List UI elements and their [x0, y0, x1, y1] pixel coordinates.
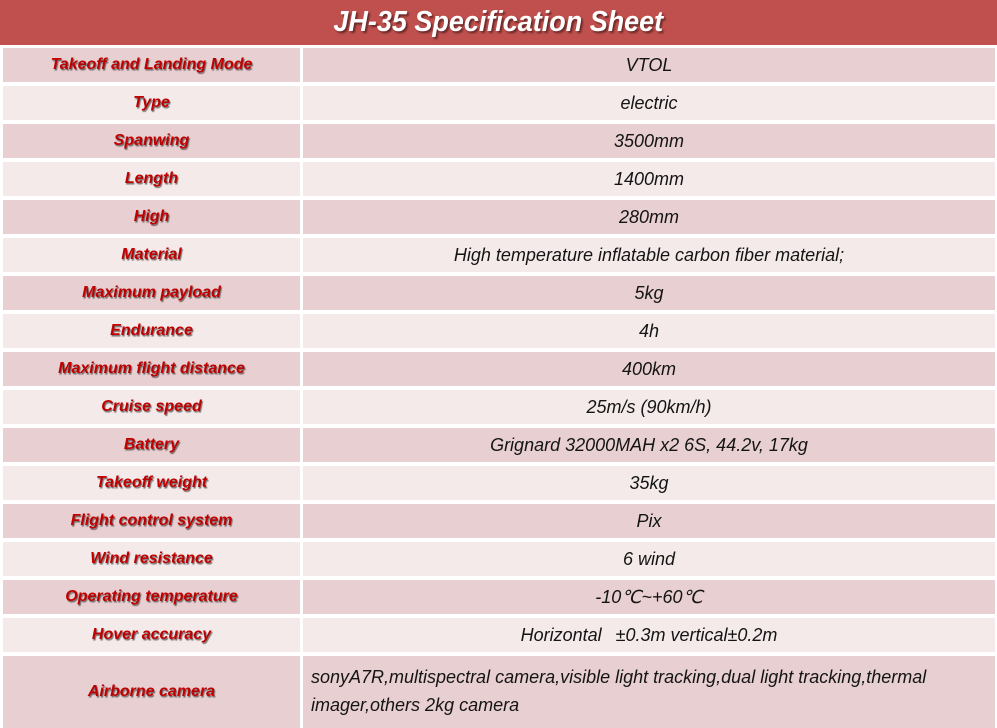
- spec-label: Operating temperature: [0, 580, 303, 618]
- spec-label: Maximum flight distance: [0, 352, 303, 390]
- spec-label: Endurance: [0, 314, 303, 352]
- spec-row: Cruise speed 25m/s (90km/h): [0, 390, 997, 428]
- spec-value: 5kg: [303, 276, 997, 314]
- spec-label: Length: [0, 162, 303, 200]
- spec-label: Type: [0, 86, 303, 124]
- spec-value: 4h: [303, 314, 997, 352]
- spec-value: VTOL: [303, 48, 997, 86]
- spec-label: Cruise speed: [0, 390, 303, 428]
- sheet-title: JH-35 Specification Sheet: [333, 6, 664, 38]
- spec-row: Endurance 4h: [0, 314, 997, 352]
- spec-label: Battery: [0, 428, 303, 466]
- spec-table: Takeoff and Landing Mode VTOL Type elect…: [0, 48, 997, 728]
- spec-row: Hover accuracy Horizontal ±0.3m vertical…: [0, 618, 997, 656]
- spec-value: 25m/s (90km/h): [303, 390, 997, 428]
- spec-row: Maximum flight distance 400km: [0, 352, 997, 390]
- sheet-header: JH-35 Specification Sheet: [0, 0, 997, 45]
- spec-value: -10℃~+60℃: [303, 580, 997, 618]
- spec-row: Battery Grignard 32000MAH x2 6S, 44.2v, …: [0, 428, 997, 466]
- spec-row: Material High temperature inflatable car…: [0, 238, 997, 276]
- spec-value: 6 wind: [303, 542, 997, 580]
- spec-row: Maximum payload 5kg: [0, 276, 997, 314]
- spec-label: Spanwing: [0, 124, 303, 162]
- spec-value: electric: [303, 86, 997, 124]
- spec-value: Horizontal ±0.3m vertical±0.2m: [303, 618, 997, 656]
- spec-value: High temperature inflatable carbon fiber…: [303, 238, 997, 276]
- spec-label: Flight control system: [0, 504, 303, 542]
- spec-row: Length 1400mm: [0, 162, 997, 200]
- spec-value: Grignard 32000MAH x2 6S, 44.2v, 17kg: [303, 428, 997, 466]
- spec-row: Type electric: [0, 86, 997, 124]
- spec-row: Airborne camera sonyA7R,multispectral ca…: [0, 656, 997, 728]
- spec-label: Hover accuracy: [0, 618, 303, 656]
- spec-value: 1400mm: [303, 162, 997, 200]
- spec-row: Takeoff and Landing Mode VTOL: [0, 48, 997, 86]
- spec-label: Takeoff and Landing Mode: [0, 48, 303, 86]
- spec-value: sonyA7R,multispectral camera,visible lig…: [303, 656, 997, 728]
- spec-row: Operating temperature -10℃~+60℃: [0, 580, 997, 618]
- spec-label: Maximum payload: [0, 276, 303, 314]
- spec-value: 3500mm: [303, 124, 997, 162]
- spec-value: 400km: [303, 352, 997, 390]
- spec-row: Spanwing 3500mm: [0, 124, 997, 162]
- spec-label: Material: [0, 238, 303, 276]
- spec-label: Takeoff weight: [0, 466, 303, 504]
- spec-value: 280mm: [303, 200, 997, 238]
- spec-row: Wind resistance 6 wind: [0, 542, 997, 580]
- spec-value: 35kg: [303, 466, 997, 504]
- spec-value: Pix: [303, 504, 997, 542]
- spec-label: Wind resistance: [0, 542, 303, 580]
- spec-row: Takeoff weight 35kg: [0, 466, 997, 504]
- spec-label: High: [0, 200, 303, 238]
- spec-row: Flight control system Pix: [0, 504, 997, 542]
- spec-label: Airborne camera: [0, 656, 303, 728]
- spec-row: High 280mm: [0, 200, 997, 238]
